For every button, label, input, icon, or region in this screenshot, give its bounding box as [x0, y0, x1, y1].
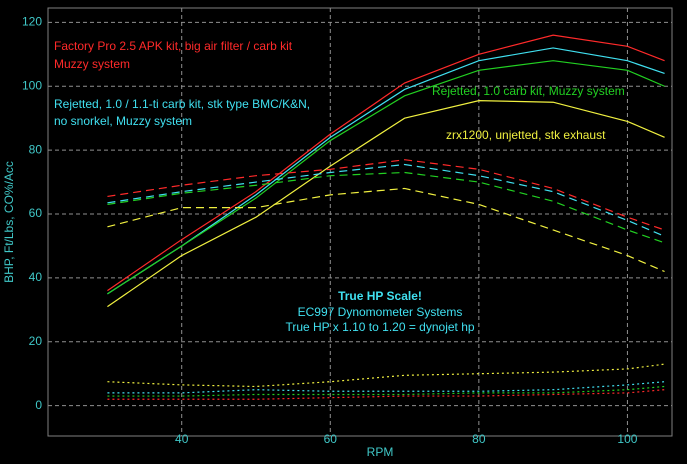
plot-frame — [47, 7, 673, 437]
annotation: zrx1200, unjetted, stk exhaust — [446, 128, 606, 142]
series-line — [107, 187, 665, 273]
y-tick-label: 60 — [29, 206, 43, 220]
series-line — [107, 163, 665, 237]
series-line — [107, 60, 665, 295]
x-tick-label: 80 — [472, 432, 486, 446]
y-axis-label: BHP, Ft/Lbs, CO%/Acc — [2, 161, 16, 283]
series-line — [107, 381, 665, 394]
y-tick-label: 0 — [35, 398, 42, 412]
x-tick-label: 40 — [175, 432, 189, 446]
series-line — [107, 47, 665, 295]
series-line — [107, 100, 665, 308]
annotation: EC997 Dynomometer Systems — [298, 305, 463, 319]
series-line — [107, 385, 665, 397]
y-tick-label: 100 — [22, 78, 42, 92]
series-line — [107, 389, 665, 400]
annotation: True HP x 1.10 to 1.20 = dynojet hp — [285, 320, 474, 334]
y-tick-label: 40 — [29, 270, 43, 284]
annotation: Factory Pro 2.5 APK kit, big air filter … — [54, 39, 293, 53]
series-line — [107, 171, 665, 244]
annotation: Rejetted, 1.0 carb kit, Muzzy system — [432, 84, 625, 98]
y-tick-label: 120 — [22, 15, 42, 29]
y-tick-label: 20 — [29, 334, 43, 348]
annotation: True HP Scale! — [338, 289, 422, 303]
annotation: no snorkel, Muzzy system — [54, 114, 192, 128]
series-line — [107, 159, 665, 231]
series-line — [107, 363, 665, 388]
x-tick-label: 100 — [617, 432, 637, 446]
y-tick-label: 80 — [29, 142, 43, 156]
x-axis-label: RPM — [367, 445, 394, 459]
x-tick-label: 60 — [324, 432, 338, 446]
series-line — [107, 34, 665, 292]
annotation: Rejetted, 1.0 / 1.1-ti carb kit, stk typ… — [54, 97, 310, 111]
annotation: Muzzy system — [54, 57, 130, 71]
